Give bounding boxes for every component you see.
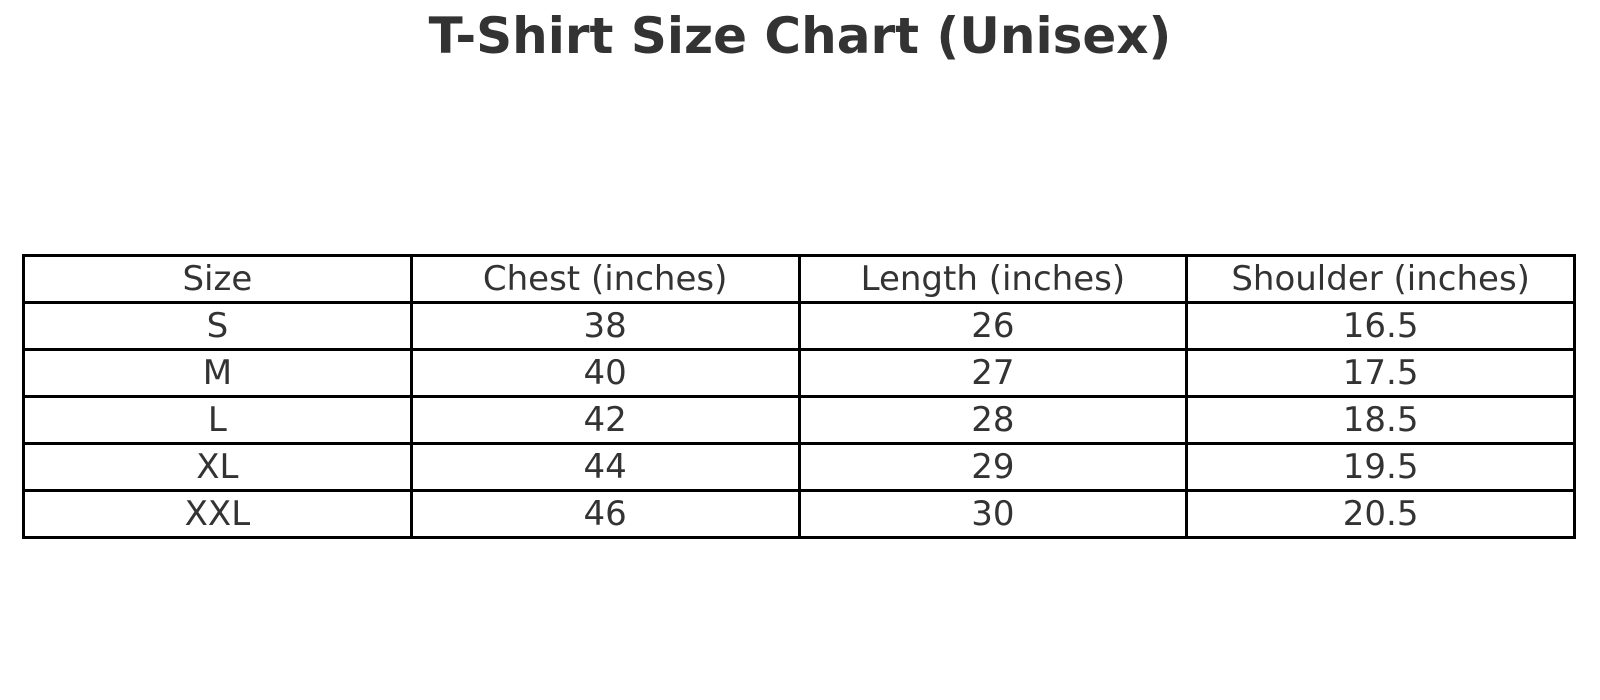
column-header-size: Size [22,254,413,304]
table-cell-shoulder: 18.5 [1185,395,1576,445]
table-row: XXL 46 30 20.5 [22,489,1576,539]
table-row: XL 44 29 19.5 [22,442,1576,492]
page-title: T-Shirt Size Chart (Unisex) [428,7,1172,65]
table-cell-size: XL [22,442,413,492]
column-header-chest: Chest (inches) [409,254,801,304]
table-cell-size: M [22,348,413,398]
table-cell-chest: 42 [409,395,801,445]
table-header-row: Size Chest (inches) Length (inches) Shou… [22,254,1576,304]
table-cell-chest: 46 [409,489,801,539]
table-row: L 42 28 18.5 [22,395,1576,445]
table-cell-length: 29 [797,442,1189,492]
table-header: Size Chest (inches) Length (inches) Shou… [22,254,1576,304]
table-cell-size: S [22,301,413,351]
table-cell-length: 27 [797,348,1189,398]
table-cell-shoulder: 19.5 [1185,442,1576,492]
table-cell-length: 26 [797,301,1189,351]
table-cell-chest: 38 [409,301,801,351]
table-row: S 38 26 16.5 [22,301,1576,351]
column-header-shoulder: Shoulder (inches) [1185,254,1576,304]
table-cell-length: 30 [797,489,1189,539]
table-cell-chest: 44 [409,442,801,492]
table-body: S 38 26 16.5 M 40 27 17.5 L 42 28 18.5 X… [22,301,1576,539]
table-cell-shoulder: 16.5 [1185,301,1576,351]
table-cell-size: L [22,395,413,445]
table-cell-shoulder: 17.5 [1185,348,1576,398]
table-cell-shoulder: 20.5 [1185,489,1576,539]
column-header-length: Length (inches) [797,254,1189,304]
size-chart-table: Size Chest (inches) Length (inches) Shou… [22,254,1576,539]
table-row: M 40 27 17.5 [22,348,1576,398]
table-cell-length: 28 [797,395,1189,445]
table-cell-chest: 40 [409,348,801,398]
table-cell-size: XXL [22,489,413,539]
